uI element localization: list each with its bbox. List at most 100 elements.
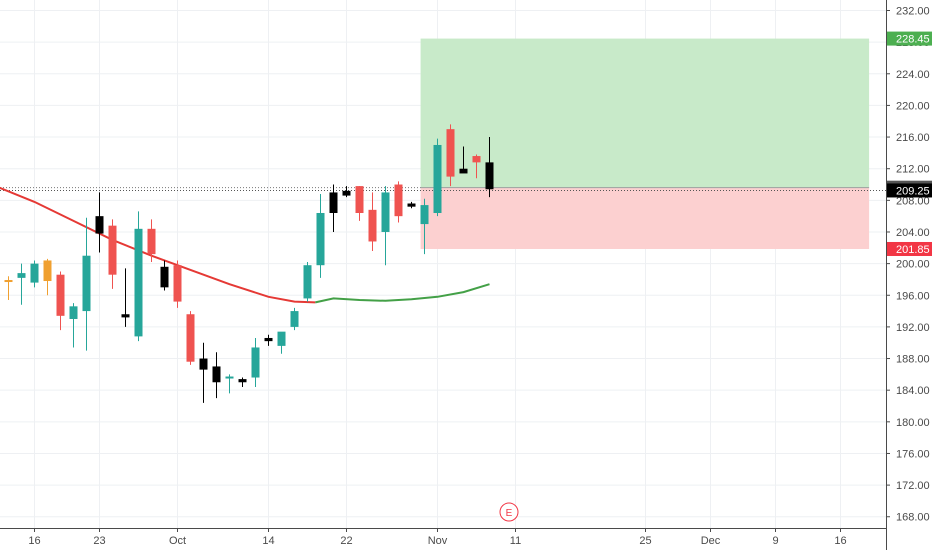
time-axis[interactable]: 16 23 Oct 14 22 Nov 11 25 Dec 9 16 (28, 528, 847, 547)
candle-body (459, 168, 468, 174)
candle-body (108, 225, 117, 275)
candle[interactable] (459, 146, 468, 174)
candle-body (290, 311, 299, 327)
candle-body (56, 274, 65, 316)
candle-body (82, 255, 91, 312)
candle-body (485, 162, 494, 190)
candle[interactable] (160, 260, 169, 291)
candle-body (173, 265, 182, 302)
candle-body (264, 337, 273, 342)
candle[interactable] (433, 138, 442, 217)
candle[interactable] (472, 154, 481, 179)
candle[interactable] (329, 184, 338, 232)
time-tick-label: 9 (772, 535, 778, 547)
candle[interactable] (368, 192, 377, 251)
moving-average-up-segment (315, 283, 490, 304)
candle-body (251, 347, 260, 378)
candle[interactable] (43, 258, 52, 296)
price-tick-label: 212.00 (896, 164, 930, 176)
candle[interactable] (238, 377, 247, 388)
price-tick-label: 232.00 (896, 6, 930, 18)
candle[interactable] (251, 337, 260, 388)
earnings-event-marker[interactable] (499, 502, 519, 522)
candle[interactable] (290, 307, 299, 331)
profit-target-zone[interactable] (420, 38, 870, 188)
candle[interactable] (446, 124, 455, 187)
candle[interactable] (4, 276, 13, 301)
candle[interactable] (355, 186, 364, 221)
candle[interactable] (95, 192, 104, 253)
price-axis[interactable]: 232.00228.00224.00220.00216.00212.00208.… (886, 6, 932, 524)
candle[interactable] (30, 260, 39, 288)
candle-body (30, 263, 39, 283)
candle-body (433, 144, 442, 213)
time-tick-label: 23 (93, 535, 105, 547)
candle-body (225, 376, 234, 379)
time-tick-label: 16 (28, 535, 40, 547)
candle[interactable] (199, 342, 208, 403)
candle-body (407, 203, 416, 207)
price-tick-label: 204.00 (896, 227, 930, 239)
candle-body (43, 260, 52, 282)
price-tick-label: 176.00 (896, 448, 930, 460)
candle[interactable] (394, 181, 403, 223)
candle[interactable] (147, 219, 156, 263)
last-price-badge-bg (887, 183, 932, 198)
candle[interactable] (173, 260, 182, 308)
candle-body (95, 216, 104, 234)
candle-body (303, 265, 312, 299)
candle-body (199, 358, 208, 370)
candle[interactable] (420, 198, 429, 255)
price-tick-label: 220.00 (896, 100, 930, 112)
candle[interactable] (381, 186, 390, 266)
target-price-badge-label: 228.45 (896, 34, 930, 46)
candle[interactable] (121, 268, 130, 327)
candle[interactable] (82, 217, 91, 351)
candle-body (238, 379, 247, 383)
price-tick-label: 192.00 (896, 322, 930, 334)
candle[interactable] (264, 334, 273, 346)
candle[interactable] (303, 262, 312, 302)
candle[interactable] (108, 219, 117, 289)
candle-body (4, 280, 13, 283)
candle[interactable] (407, 201, 416, 209)
target-price-badge-bg (887, 31, 932, 46)
candle[interactable] (186, 311, 195, 365)
candle[interactable] (342, 186, 351, 198)
candle-body (446, 129, 455, 177)
candle[interactable] (277, 331, 286, 354)
plot-area[interactable] (0, 38, 886, 403)
price-tick-label: 180.00 (896, 417, 930, 429)
time-tick-label: 22 (340, 535, 352, 547)
price-tick-label: 172.00 (896, 480, 930, 492)
candle[interactable] (69, 303, 78, 348)
candle[interactable] (56, 271, 65, 331)
time-tick-label: Dec (701, 535, 721, 547)
price-tick-label: 184.00 (896, 385, 930, 397)
candle-body (212, 366, 221, 383)
price-tick-label: 200.00 (896, 259, 930, 271)
candle[interactable] (225, 374, 234, 394)
stop-price-badge-bg (887, 241, 932, 256)
candle-body (160, 266, 169, 288)
candle-body (316, 212, 325, 266)
candle-body (368, 209, 377, 242)
candle[interactable] (485, 137, 494, 198)
last-price-badge-label: 209.25 (896, 185, 930, 197)
candle-body (134, 228, 143, 337)
candle[interactable] (212, 352, 221, 399)
price-tick-label: 168.00 (896, 512, 930, 524)
candle[interactable] (17, 263, 26, 305)
candle-body (472, 156, 481, 163)
time-tick-label: 16 (834, 535, 846, 547)
time-tick-label: Nov (428, 535, 448, 547)
candle-body (381, 192, 390, 232)
candle-body (17, 273, 26, 278)
stop-loss-zone[interactable] (420, 187, 870, 249)
candle[interactable] (134, 211, 143, 342)
price-tick-label: 188.00 (896, 354, 930, 366)
candle[interactable] (316, 194, 325, 278)
price-tick-label: 208.00 (896, 195, 930, 207)
